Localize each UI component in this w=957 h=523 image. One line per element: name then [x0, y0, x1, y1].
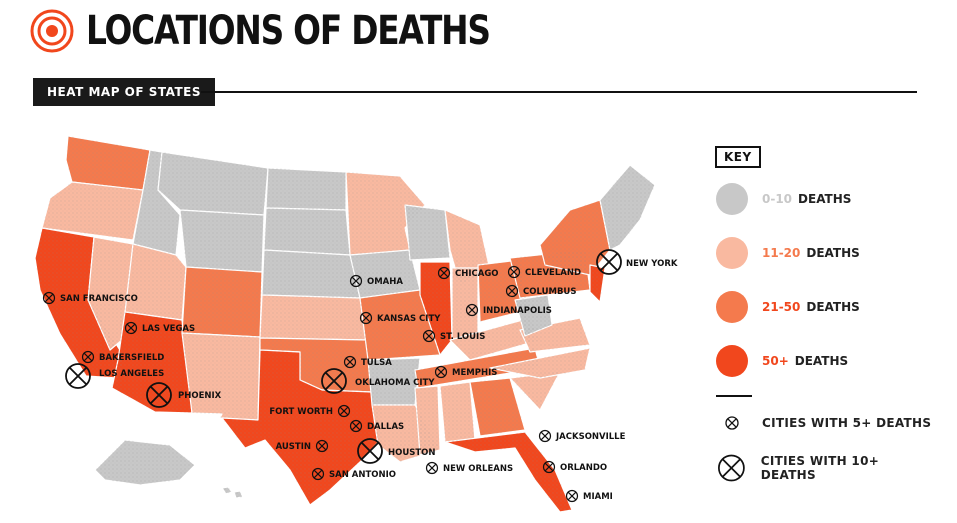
city-large-marker-icon [65, 363, 91, 389]
city-small-marker-icon [725, 416, 739, 430]
city-small-marker-icon [315, 439, 329, 453]
city-small-label: CITIES WITH 5+ DEATHS [762, 416, 932, 430]
city-small-marker-icon [124, 321, 138, 335]
city-small-marker-icon [425, 461, 439, 475]
key-city-small: CITIES WITH 5+ DEATHS [716, 415, 931, 431]
city-label: PHOENIX [178, 391, 222, 401]
city-label: KANSAS CITY [377, 314, 441, 324]
tier-range: 21-50 [762, 300, 801, 314]
key-title: KEY [715, 146, 761, 168]
state-nebraska [261, 249, 361, 299]
section-header: HEAT MAP OF STATES [33, 78, 917, 106]
city-small-marker-icon [81, 350, 95, 364]
key-tier-0-10: 0-10 DEATHS [716, 183, 851, 215]
city-small-marker-icon [311, 467, 325, 481]
tier-label: DEATHS [794, 354, 849, 368]
title-row: LOCATIONS OF DEATHS [30, 6, 578, 56]
tier-label: DEATHS [806, 300, 860, 314]
city-label: TULSA [361, 358, 392, 368]
key-tier-21-50: 21-50 DEATHS [716, 291, 860, 323]
map-key: KEY 0-10 DEATHS 11-20 DEATHS 21-50 DEATH… [712, 142, 932, 482]
key-city-large: CITIES WITH 10+ DEATHS [716, 453, 932, 483]
city-small-marker-icon [434, 365, 448, 379]
tier-range: 11-20 [762, 246, 801, 260]
city-label: COLUMBUS [523, 287, 576, 297]
target-icon [30, 9, 74, 53]
city-label: DALLAS [367, 422, 404, 432]
tier-swatch [716, 237, 748, 269]
city-label: AUSTIN [276, 442, 311, 452]
state-washington [65, 135, 151, 191]
tier-label: DEATHS [806, 246, 860, 260]
key-tier-50-plus: 50+ DEATHS [716, 345, 848, 377]
state-north-dakota [265, 167, 347, 211]
state-wisconsin [404, 204, 451, 261]
city-small-marker-icon [337, 404, 351, 418]
city-large-label: CITIES WITH 10+ DEATHS [760, 454, 880, 482]
state-south-dakota [263, 207, 351, 256]
key-tier-11-20: 11-20 DEATHS [716, 237, 860, 269]
city-large-marker-icon [357, 438, 383, 464]
city-small-marker-icon [349, 419, 363, 433]
city-small-marker-icon [359, 311, 373, 325]
city-small-marker-icon [505, 284, 519, 298]
tier-swatch [716, 291, 748, 323]
state-new-mexico [181, 332, 261, 421]
city-label: HOUSTON [388, 448, 436, 458]
city-label: FORT WORTH [269, 407, 333, 417]
city-label: SAN ANTONIO [329, 470, 396, 480]
state-kansas [259, 294, 369, 341]
city-label: MIAMI [583, 492, 613, 502]
state-alaska [94, 439, 196, 486]
page-title: LOCATIONS OF DEATHS [86, 8, 491, 54]
tier-range: 50+ [762, 354, 789, 368]
state-new-jersey [589, 264, 606, 303]
city-large-marker-icon [718, 454, 745, 482]
state-wyoming [179, 209, 265, 273]
state-new-england [599, 164, 656, 251]
key-divider [716, 395, 752, 397]
city-label: SAN FRANCISCO [60, 294, 138, 304]
city-label: CLEVELAND [525, 268, 581, 278]
tier-label: DEATHS [798, 192, 852, 206]
section-label: HEAT MAP OF STATES [33, 78, 216, 106]
state-georgia [469, 377, 526, 437]
section-divider [201, 91, 917, 93]
city-small-marker-icon [542, 460, 556, 474]
city-label: CHICAGO [455, 269, 499, 279]
city-label: LAS VEGAS [142, 324, 195, 334]
city-label: ORLANDO [560, 463, 607, 473]
state-montana [157, 151, 269, 216]
city-small-marker-icon [349, 274, 363, 288]
city-label: NEW ORLEANS [443, 464, 513, 474]
city-large-marker-icon [596, 249, 622, 275]
city-small-marker-icon [465, 303, 479, 317]
city-small-marker-icon [42, 291, 56, 305]
city-label: LOS ANGELES [99, 369, 164, 379]
city-label: NEW YORK [626, 259, 678, 269]
state-utah [124, 243, 187, 321]
tier-swatch [716, 345, 748, 377]
city-small-marker-icon [437, 266, 451, 280]
city-small-marker-icon [343, 355, 357, 369]
city-large-marker-icon [321, 368, 347, 394]
city-label: INDIANAPOLIS [483, 306, 552, 316]
city-label: BAKERSFIELD [99, 353, 164, 363]
city-label: ST. LOUIS [440, 332, 485, 342]
city-small-marker-icon [422, 329, 436, 343]
tier-swatch [716, 183, 748, 215]
city-small-marker-icon [565, 489, 579, 503]
city-label: OKLAHOMA CITY [355, 378, 435, 388]
tier-range: 0-10 [762, 192, 793, 206]
city-small-marker-icon [507, 265, 521, 279]
city-label: MEMPHIS [452, 368, 497, 378]
state-hawaii [221, 486, 244, 499]
state-alabama [439, 381, 476, 443]
city-large-marker-icon [146, 382, 172, 408]
state-new-york [539, 199, 611, 276]
city-small-marker-icon [538, 429, 552, 443]
state-mississippi [414, 385, 441, 456]
city-label: OMAHA [367, 277, 403, 287]
city-label: JACKSONVILLE [555, 432, 626, 442]
